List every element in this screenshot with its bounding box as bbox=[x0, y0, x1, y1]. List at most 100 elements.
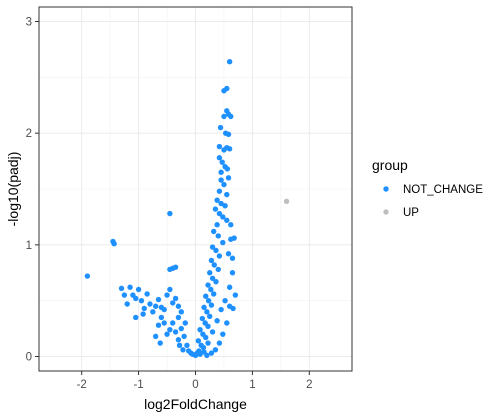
data-point-not-change bbox=[215, 233, 221, 239]
data-point-not-change bbox=[228, 113, 234, 120]
data-point-not-change bbox=[152, 333, 159, 340]
data-point-not-change bbox=[208, 286, 214, 293]
data-point-not-change bbox=[205, 323, 211, 330]
data-point-not-change bbox=[133, 295, 139, 302]
data-point-not-change bbox=[181, 333, 187, 340]
data-point-not-change bbox=[216, 253, 223, 259]
y-tick-label: 1 bbox=[26, 240, 32, 252]
data-point-not-change bbox=[158, 314, 165, 321]
grid-lines bbox=[39, 7, 352, 371]
x-axis-ticks: -2 -1 0 1 2 bbox=[77, 371, 313, 391]
data-point-not-change bbox=[216, 340, 223, 346]
data-point-not-change bbox=[170, 320, 176, 326]
data-point-not-change bbox=[157, 340, 163, 346]
data-point-not-change bbox=[172, 264, 179, 270]
data-point-not-change bbox=[221, 181, 227, 188]
data-point-not-change bbox=[217, 124, 224, 131]
data-point-not-change bbox=[204, 309, 210, 315]
data-point-not-change bbox=[144, 291, 150, 297]
data-point-not-change bbox=[176, 342, 183, 349]
data-point-not-change bbox=[220, 239, 226, 246]
data-point-not-change bbox=[180, 347, 186, 353]
data-point-not-change bbox=[218, 200, 224, 207]
data-point-not-change bbox=[203, 293, 209, 299]
data-point-not-change bbox=[203, 334, 209, 341]
y-axis-title: -log10(padj) bbox=[5, 152, 21, 227]
data-point-not-change bbox=[218, 169, 224, 175]
data-point-not-change bbox=[172, 329, 179, 335]
data-point-not-change bbox=[205, 340, 211, 346]
data-point-not-change bbox=[228, 236, 234, 242]
x-tick-label: -1 bbox=[133, 379, 143, 391]
data-point-not-change bbox=[220, 331, 226, 337]
data-point-not-change bbox=[164, 292, 170, 298]
data-point-not-change bbox=[175, 303, 182, 309]
data-point-not-change bbox=[127, 284, 133, 290]
data-point-up bbox=[283, 198, 290, 204]
data-point-not-change bbox=[175, 337, 182, 343]
data-point-not-change bbox=[215, 266, 221, 273]
data-point-not-change bbox=[147, 301, 153, 307]
data-point-not-change bbox=[226, 59, 233, 65]
x-tick-label: 2 bbox=[306, 379, 312, 391]
data-point-not-change bbox=[214, 197, 220, 203]
data-point-not-change bbox=[225, 251, 232, 257]
y-tick-label: 2 bbox=[26, 128, 32, 140]
data-point-not-change bbox=[201, 304, 207, 311]
data-point-not-change bbox=[170, 300, 176, 306]
data-point-not-change bbox=[226, 146, 233, 152]
data-point-not-change bbox=[221, 88, 227, 94]
data-point-not-change bbox=[84, 273, 91, 279]
data-point-not-change bbox=[213, 247, 219, 254]
x-tick-label: -2 bbox=[77, 379, 87, 391]
legend-key bbox=[383, 186, 389, 192]
data-point-not-change bbox=[229, 255, 236, 261]
legend-key bbox=[383, 209, 389, 215]
data-point-not-change bbox=[111, 241, 117, 247]
x-tick-label: 0 bbox=[192, 379, 198, 391]
data-point-not-change bbox=[141, 305, 147, 312]
data-point-not-change bbox=[197, 351, 203, 357]
data-point-not-change bbox=[140, 311, 146, 317]
data-point-not-change bbox=[224, 320, 230, 326]
data-point-not-change bbox=[214, 318, 220, 324]
data-point-not-change bbox=[152, 303, 159, 309]
data-point-not-change bbox=[118, 285, 125, 292]
y-tick-label: 0 bbox=[26, 351, 32, 363]
data-point-not-change bbox=[209, 329, 216, 335]
data-point-not-change bbox=[212, 347, 219, 353]
data-point-not-change bbox=[197, 326, 203, 333]
data-point-not-change bbox=[216, 155, 223, 161]
data-point-not-change bbox=[184, 342, 190, 349]
data-point-not-change bbox=[133, 314, 139, 321]
legend: group NOT_CHANGE UP bbox=[372, 157, 483, 219]
data-point-not-change bbox=[199, 315, 206, 322]
data-point-not-change bbox=[216, 188, 223, 194]
data-point-not-change bbox=[222, 297, 228, 304]
data-point-not-change bbox=[155, 296, 162, 303]
data-point-not-change bbox=[205, 297, 212, 304]
data-point-not-change bbox=[224, 217, 230, 223]
data-point-not-change bbox=[167, 266, 173, 273]
data-point-not-change bbox=[167, 286, 173, 293]
data-point-not-change bbox=[207, 270, 213, 276]
data-point-not-change bbox=[205, 282, 211, 288]
data-point-not-change bbox=[161, 320, 167, 326]
data-point-not-change bbox=[155, 322, 162, 328]
data-point-not-change bbox=[207, 313, 213, 319]
data-point-not-change bbox=[167, 326, 173, 333]
data-point-not-change bbox=[208, 257, 215, 264]
data-point-not-change bbox=[211, 262, 217, 268]
data-point-not-change bbox=[221, 113, 227, 120]
y-tick-label: 3 bbox=[26, 17, 32, 29]
data-point-not-change bbox=[195, 338, 202, 344]
legend-title: group bbox=[372, 157, 408, 173]
data-point-not-change bbox=[178, 309, 184, 315]
data-point-not-change bbox=[219, 159, 225, 165]
data-point-not-change bbox=[224, 191, 230, 198]
data-point-not-change bbox=[208, 350, 215, 356]
data-point-not-change bbox=[124, 301, 130, 307]
data-point-not-change bbox=[172, 295, 179, 302]
data-point-not-change bbox=[161, 306, 167, 313]
